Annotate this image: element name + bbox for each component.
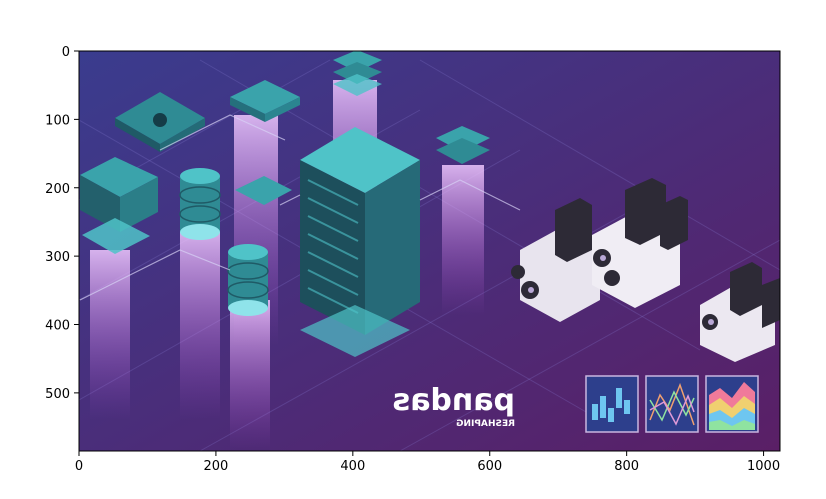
server-rack-icon: [300, 127, 420, 357]
x-tick-label: 400: [340, 459, 365, 474]
logo-subtext: RESHAPING: [456, 419, 515, 429]
y-tick-label: 200: [45, 182, 70, 197]
light-beam: [180, 230, 220, 420]
server-rack-icon: [80, 157, 158, 254]
light-beam: [230, 300, 270, 450]
x-tick-label: 200: [204, 459, 229, 474]
y-tick-label: 300: [45, 250, 70, 265]
y-tick-label: 400: [45, 319, 70, 334]
plot-image: pandas RESHAPING: [79, 51, 780, 451]
x-tick-label: 0: [75, 459, 83, 474]
light-beam: [442, 165, 484, 315]
y-tick-label: 500: [45, 387, 70, 402]
server-rack-icon: [230, 80, 300, 122]
x-tick-label: 800: [614, 459, 639, 474]
server-rack-icon: [235, 176, 292, 205]
database-cylinder-icon: [227, 244, 269, 316]
panda-illustration-icon: [700, 262, 780, 362]
x-tick-label: 600: [477, 459, 502, 474]
database-cylinder-icon: [179, 168, 221, 240]
x-axis: 0 200 400 600 800 1000: [75, 451, 780, 474]
x-tick-label: 1000: [747, 459, 780, 474]
pandas-logo: pandas RESHAPING: [392, 383, 515, 429]
connection-lines: [79, 114, 521, 301]
y-tick-label: 100: [45, 113, 70, 128]
floating-tiles: [80, 51, 490, 254]
y-tick-label: 0: [62, 45, 70, 60]
panda-illustration-icon: [592, 178, 688, 308]
bar-chart-icon: [585, 375, 639, 433]
axes-frame: [78, 50, 781, 452]
logo-text: pandas: [392, 383, 515, 418]
line-chart-icon: [645, 375, 699, 433]
y-axis: 0 100 200 300 400 500: [45, 45, 79, 402]
server-rack-icon: [115, 92, 205, 152]
light-beams: [90, 80, 484, 450]
server-rack-icon: [436, 126, 490, 164]
server-rack-icon: [333, 51, 382, 96]
panda-illustration-icon: [511, 198, 600, 322]
area-chart-icon: [705, 375, 759, 433]
light-beam: [90, 250, 130, 420]
